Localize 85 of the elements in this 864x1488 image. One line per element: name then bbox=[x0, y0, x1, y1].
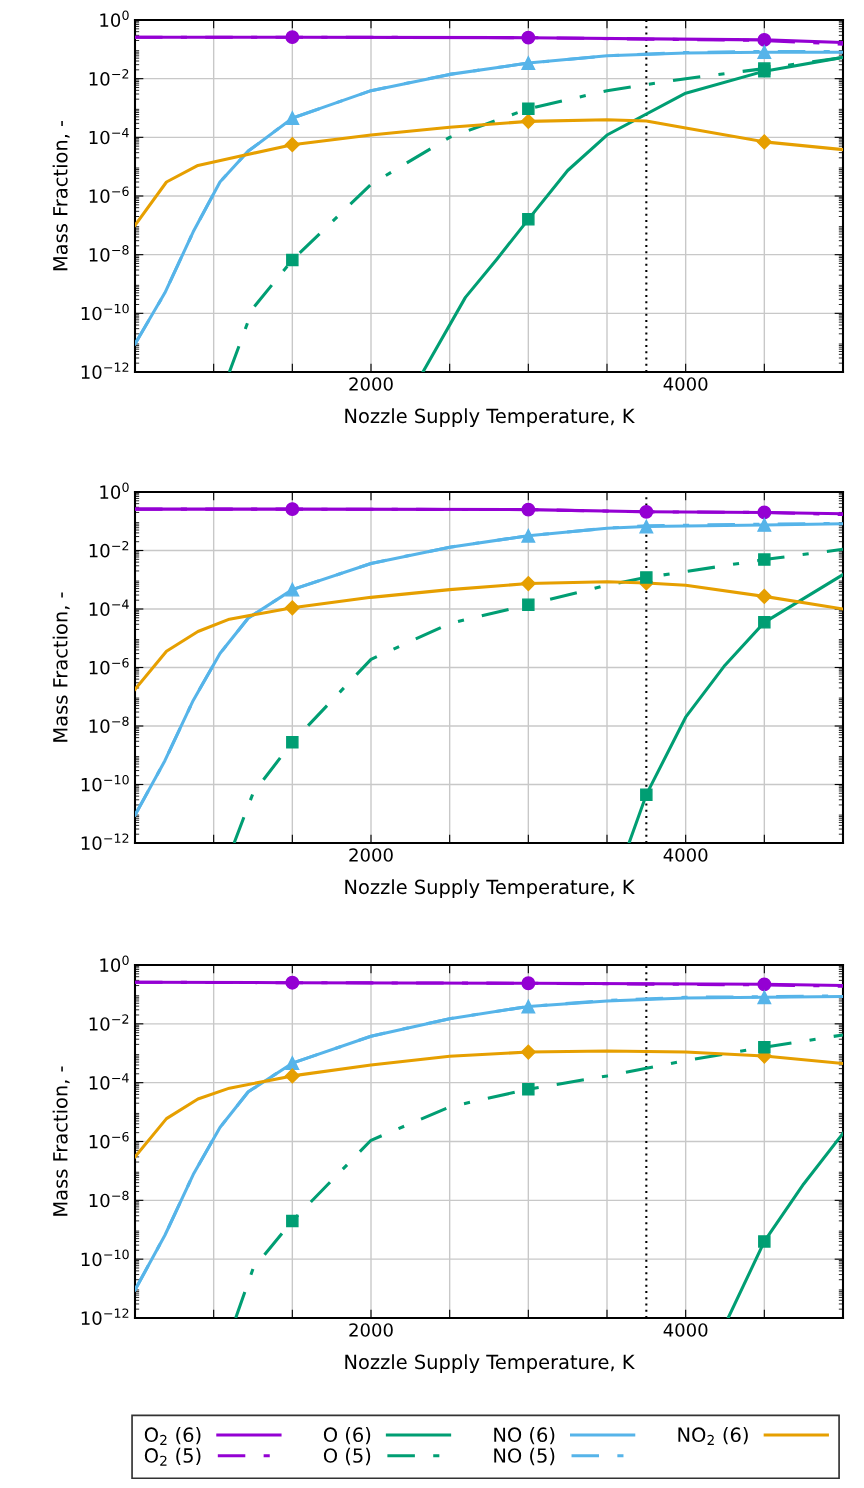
legend-label: NO$_{2}$ (6) bbox=[678, 1427, 748, 1445]
y-tick-label: 10$^{−2}$ bbox=[89, 540, 129, 558]
legend-label: NO (6) bbox=[494, 1427, 555, 1445]
point bbox=[758, 1040, 771, 1054]
y-tick-label: 10$^{−12}$ bbox=[81, 1308, 129, 1325]
x-tick-label: 2000 bbox=[349, 377, 393, 391]
point bbox=[640, 571, 653, 584]
point bbox=[520, 113, 536, 129]
point bbox=[520, 576, 536, 592]
point bbox=[521, 502, 536, 517]
y-tick-label: 10$^{−6}$ bbox=[89, 186, 129, 203]
y-tick-label: 10$^{0}$ bbox=[100, 10, 129, 27]
y-tick-label: 10$^{−10}$ bbox=[81, 1249, 129, 1267]
point bbox=[285, 30, 300, 45]
legend-label: O$_{2}$ (5) bbox=[144, 1447, 201, 1466]
point bbox=[521, 56, 536, 71]
y-tick-label: 10$^{−6}$ bbox=[89, 657, 129, 675]
x-tick-label: 4000 bbox=[663, 1323, 708, 1337]
x-tick-label: 4000 bbox=[663, 848, 708, 862]
y-tick-label: 10$^{−2}$ bbox=[89, 1014, 129, 1031]
point bbox=[521, 528, 536, 543]
line-series bbox=[627, 573, 843, 843]
point bbox=[286, 1214, 299, 1228]
point bbox=[758, 616, 771, 629]
y-tick-label: 10$^{−4}$ bbox=[89, 1073, 129, 1090]
point bbox=[284, 600, 300, 616]
x-axis-title: Nozzle Supply Temperature, K bbox=[345, 408, 635, 428]
line-series bbox=[232, 547, 843, 843]
point bbox=[521, 976, 536, 991]
point bbox=[756, 588, 772, 604]
point bbox=[639, 504, 654, 519]
x-tick-label: 2000 bbox=[349, 848, 393, 862]
point bbox=[757, 517, 772, 532]
y-tick-label: 10$^{0}$ bbox=[100, 482, 129, 499]
y-tick-label: 10$^{−10}$ bbox=[81, 774, 129, 792]
point bbox=[757, 977, 772, 992]
point bbox=[522, 213, 535, 226]
point bbox=[522, 102, 535, 116]
legend-label: O$_{2}$ (6) bbox=[144, 1427, 201, 1445]
y-tick-label: 10$^{−10}$ bbox=[81, 303, 129, 321]
point bbox=[521, 30, 536, 45]
point bbox=[522, 598, 535, 611]
point bbox=[286, 735, 299, 749]
point bbox=[521, 999, 536, 1014]
x-tick-label: 4000 bbox=[663, 377, 708, 391]
point bbox=[285, 975, 300, 990]
point bbox=[285, 582, 300, 597]
x-axis-title: Nozzle Supply Temperature, K bbox=[345, 1354, 635, 1374]
y-tick-label: 10$^{−4}$ bbox=[89, 127, 129, 145]
point bbox=[757, 32, 772, 47]
point bbox=[756, 134, 772, 150]
point bbox=[522, 1082, 535, 1096]
point bbox=[757, 990, 772, 1005]
y-tick-label: 10$^{−2}$ bbox=[89, 69, 129, 86]
legend-label: O (6) bbox=[323, 1427, 371, 1445]
point bbox=[285, 1056, 300, 1071]
y-tick-label: 10$^{−6}$ bbox=[89, 1131, 129, 1149]
y-tick-label: 10$^{−8}$ bbox=[89, 716, 129, 733]
point bbox=[758, 1235, 771, 1248]
point bbox=[520, 1044, 536, 1060]
y-tick-label: 10$^{0}$ bbox=[100, 955, 129, 972]
point bbox=[640, 788, 653, 801]
point bbox=[286, 253, 299, 267]
line-series bbox=[234, 1033, 843, 1318]
legend-label: O (5) bbox=[323, 1447, 371, 1466]
point bbox=[285, 111, 300, 126]
point bbox=[757, 45, 772, 60]
point bbox=[639, 519, 654, 534]
x-axis-title: Nozzle Supply Temperature, K bbox=[345, 879, 635, 899]
y-axis-title: Mass Fraction, - bbox=[52, 1066, 70, 1216]
line-series bbox=[726, 1131, 843, 1318]
legend-label: NO (5) bbox=[494, 1447, 555, 1466]
point bbox=[284, 137, 300, 153]
point bbox=[284, 1068, 300, 1084]
point bbox=[757, 505, 772, 520]
y-axis-title: Mass Fraction, - bbox=[52, 592, 70, 742]
y-tick-label: 10$^{−12}$ bbox=[81, 362, 129, 379]
point bbox=[285, 502, 300, 517]
x-tick-label: 2000 bbox=[349, 1323, 393, 1337]
y-axis-title: Mass Fraction, - bbox=[52, 120, 70, 271]
y-tick-label: 10$^{−8}$ bbox=[89, 245, 129, 262]
y-tick-label: 10$^{−4}$ bbox=[89, 599, 129, 616]
y-tick-label: 10$^{−8}$ bbox=[89, 1190, 129, 1208]
point bbox=[758, 553, 771, 566]
y-tick-label: 10$^{−12}$ bbox=[81, 833, 129, 850]
